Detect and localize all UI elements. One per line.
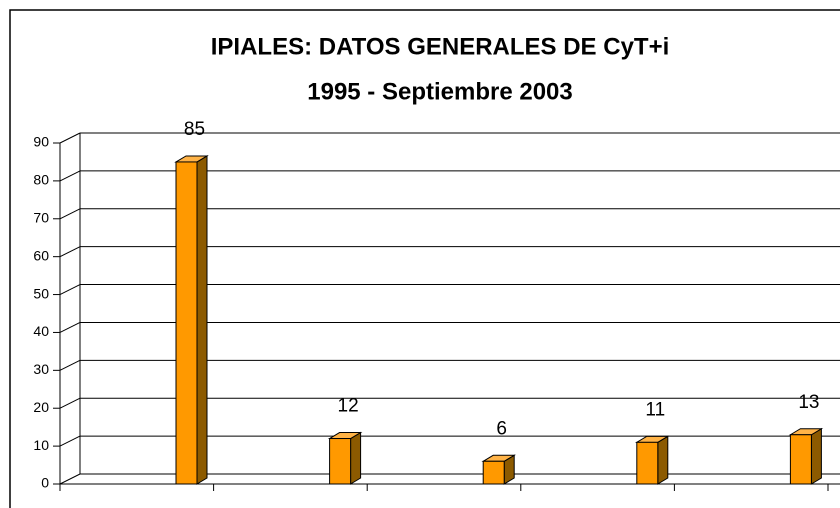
y-tick-label: 40 bbox=[33, 323, 49, 339]
value-label: 11 bbox=[645, 399, 665, 420]
value-label: 13 bbox=[798, 392, 819, 413]
bar bbox=[789, 434, 812, 485]
y-tick-label: 20 bbox=[33, 399, 49, 415]
bar bbox=[636, 441, 659, 485]
bar bbox=[175, 161, 198, 485]
bar-side bbox=[350, 431, 362, 485]
bar bbox=[482, 460, 505, 485]
y-tick-label: 30 bbox=[33, 361, 49, 377]
y-tick-label: 50 bbox=[33, 285, 49, 301]
y-tick-label: 70 bbox=[33, 209, 49, 225]
grid-line bbox=[59, 284, 81, 296]
y-tick-label: 90 bbox=[33, 134, 49, 150]
y-tick-label: 10 bbox=[33, 437, 49, 453]
grid-line bbox=[59, 170, 81, 182]
grid-line bbox=[59, 397, 81, 409]
grid-line bbox=[59, 435, 81, 447]
bar-side bbox=[196, 155, 208, 485]
grid-line bbox=[59, 208, 81, 220]
bar bbox=[329, 438, 352, 485]
y-tick-label: 80 bbox=[33, 172, 49, 188]
y-tick-label: 60 bbox=[33, 247, 49, 263]
value-label: 85 bbox=[184, 119, 205, 140]
chart-title: IPIALES: DATOS GENERALES DE CyT+i bbox=[211, 33, 670, 60]
y-tick-label: 0 bbox=[41, 475, 49, 491]
grid-line bbox=[59, 473, 81, 485]
value-label: 12 bbox=[338, 396, 359, 417]
grid-line bbox=[59, 359, 81, 371]
grid-line bbox=[59, 321, 81, 333]
grid-line bbox=[59, 246, 81, 258]
chart-frame bbox=[9, 9, 840, 508]
bar-side bbox=[810, 427, 822, 485]
chart-subtitle: 1995 - Septiembre 2003 bbox=[307, 78, 573, 105]
bar-side bbox=[657, 435, 669, 485]
value-label: 6 bbox=[496, 418, 507, 439]
grid-line bbox=[59, 132, 81, 144]
